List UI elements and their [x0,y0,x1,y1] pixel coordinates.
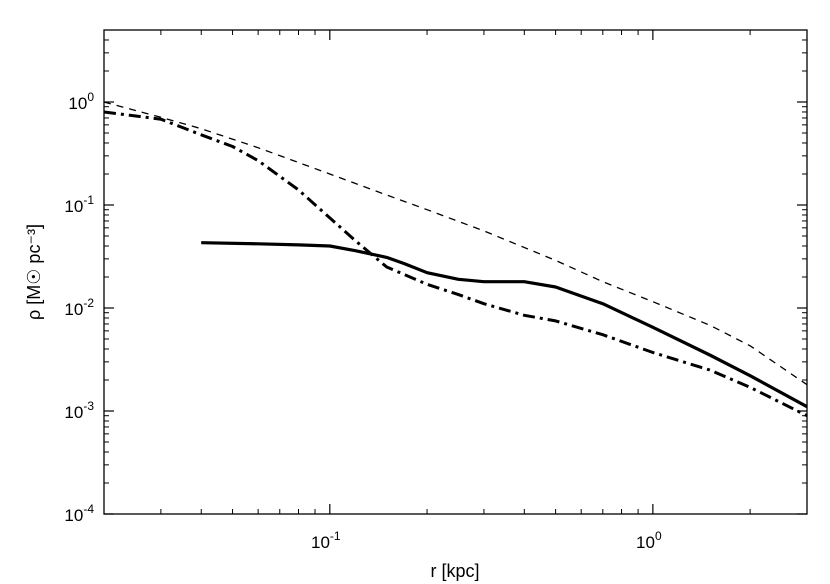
x-axis-title: r [kpc] [430,561,479,581]
y-axis-title: ρ [M☉ pc⁻³] [24,224,44,320]
series-dashed-line [103,101,808,386]
y-tick-label: 100 [68,90,94,113]
y-tick-label: 10-4 [64,502,94,525]
series-solid-line [201,241,808,409]
series-group [103,101,808,418]
x-tick-label: 10-1 [311,529,341,552]
y-tick-label: 10-3 [64,399,94,422]
x-tick-label: 100 [636,529,662,552]
plot-frame [103,29,808,515]
y-tick-label: 10-2 [64,296,94,319]
y-tick-label: 10-1 [64,193,94,216]
y-ticks: 10-4 10-3 10-2 10-1 100 [64,39,807,525]
series-dashdot-line [103,110,808,418]
x-ticks: 10-1 100 [160,30,751,552]
